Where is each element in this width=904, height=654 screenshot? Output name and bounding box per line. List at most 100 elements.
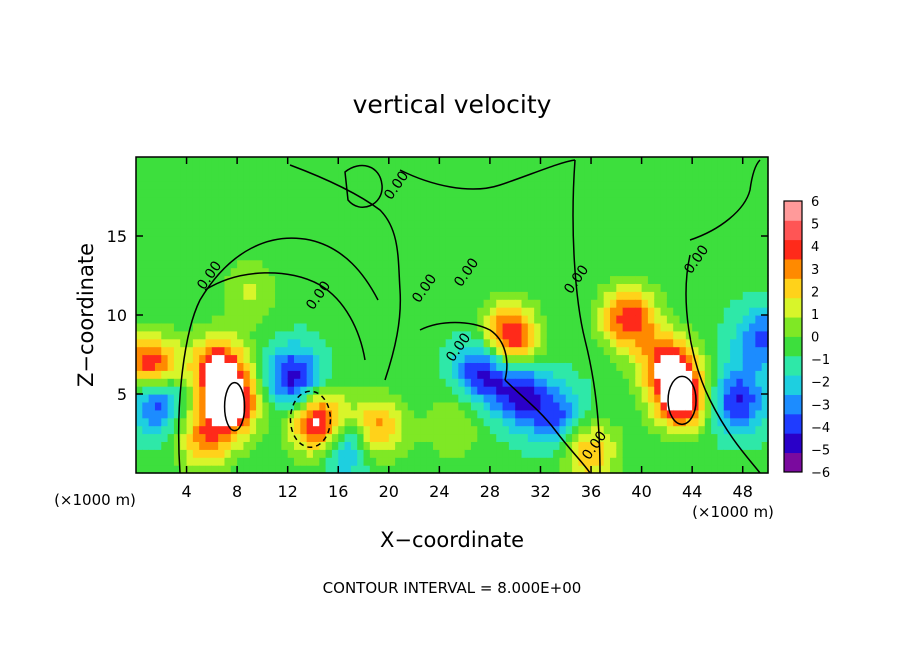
- heatmap-cell: [452, 441, 459, 450]
- heatmap-cell: [616, 220, 624, 229]
- heatmap-cell: [679, 338, 687, 348]
- heatmap-cell: [730, 322, 737, 332]
- heatmap-cell: [572, 433, 579, 442]
- heatmap-cell: [641, 188, 649, 198]
- heatmap-cell: [508, 307, 516, 316]
- heatmap-cell: [603, 315, 611, 324]
- heatmap-cell: [268, 196, 276, 205]
- heatmap-cell: [730, 457, 737, 466]
- heatmap-cell: [369, 196, 377, 205]
- heatmap-cell: [578, 283, 586, 292]
- heatmap-cell: [553, 378, 561, 387]
- heatmap-cell: [230, 204, 238, 213]
- heatmap-cell: [540, 465, 548, 474]
- heatmap-cell: [685, 283, 693, 292]
- heatmap-cell: [331, 275, 339, 284]
- heatmap-cell: [445, 291, 453, 300]
- heatmap-cell: [294, 417, 301, 427]
- heatmap-cell: [287, 362, 295, 371]
- heatmap-cell: [331, 212, 339, 221]
- heatmap-cell: [603, 196, 611, 205]
- heatmap-cell: [603, 299, 611, 308]
- heatmap-cell: [211, 354, 219, 363]
- heatmap-cell: [136, 283, 143, 292]
- heatmap-cell: [654, 386, 662, 395]
- heatmap-cell: [692, 164, 700, 174]
- heatmap-cell: [673, 315, 681, 324]
- heatmap-cell: [597, 172, 605, 182]
- heatmap-cell: [344, 220, 352, 229]
- heatmap-cell: [565, 417, 573, 427]
- heatmap-cell: [363, 283, 371, 292]
- heatmap-cell: [565, 425, 573, 435]
- heatmap-cell: [749, 299, 756, 308]
- heatmap-cell: [749, 204, 756, 213]
- heatmap-cell: [679, 409, 687, 419]
- heatmap-cell: [654, 307, 662, 316]
- heatmap-cell: [205, 425, 213, 435]
- heatmap-cell: [211, 338, 219, 348]
- heatmap-cell: [161, 243, 169, 253]
- heatmap-cell: [730, 465, 737, 474]
- heatmap-cell: [331, 220, 339, 229]
- heatmap-cell: [685, 315, 693, 324]
- heatmap-cell: [319, 315, 327, 324]
- heatmap-cell: [736, 457, 744, 466]
- heatmap-cell: [294, 433, 301, 442]
- heatmap-cell: [414, 164, 421, 174]
- heatmap-cell: [344, 346, 352, 356]
- heatmap-cell: [641, 362, 649, 371]
- heatmap-cell: [660, 259, 668, 269]
- heatmap-cell: [736, 283, 744, 292]
- heatmap-cell: [647, 180, 655, 190]
- heatmap-cell: [489, 259, 497, 269]
- heatmap-cell: [300, 370, 308, 379]
- heatmap-cell: [622, 243, 630, 253]
- heatmap-cell: [521, 283, 529, 292]
- heatmap-cell: [331, 267, 339, 277]
- heatmap-cell: [723, 386, 731, 395]
- heatmap-cell: [679, 283, 687, 292]
- heatmap-cell: [477, 417, 485, 427]
- heatmap-cell: [395, 338, 403, 348]
- heatmap-cell: [470, 362, 478, 371]
- heatmap-cell: [388, 228, 396, 237]
- heatmap-cell: [534, 220, 542, 229]
- heatmap-cell: [521, 330, 529, 340]
- heatmap-cell: [256, 338, 263, 348]
- heatmap-cell: [685, 291, 693, 300]
- heatmap-cell: [515, 291, 523, 300]
- heatmap-cell: [534, 394, 542, 403]
- heatmap-cell: [268, 401, 276, 411]
- heatmap-cell: [186, 243, 194, 253]
- heatmap-cell: [357, 267, 365, 277]
- heatmap-cell: [749, 315, 756, 324]
- heatmap-cell: [723, 449, 731, 458]
- heatmap-cell: [496, 441, 504, 450]
- heatmap-cell: [148, 449, 156, 458]
- heatmap-cell: [464, 204, 472, 213]
- colorbar-swatch: [784, 201, 802, 221]
- heatmap-cell: [205, 394, 213, 403]
- heatmap-cell: [357, 425, 365, 435]
- heatmap-cell: [692, 299, 700, 308]
- heatmap-cell: [376, 204, 384, 213]
- heatmap-cell: [275, 259, 282, 269]
- heatmap-cell: [654, 283, 662, 292]
- heatmap-cell: [136, 236, 143, 245]
- heatmap-cell: [698, 220, 706, 229]
- heatmap-cell: [679, 172, 687, 182]
- heatmap-cell: [647, 370, 655, 379]
- heatmap-cell: [711, 267, 719, 277]
- heatmap-cell: [395, 283, 403, 292]
- heatmap-cell: [350, 409, 358, 419]
- heatmap-cell: [553, 354, 561, 363]
- heatmap-cell: [363, 243, 371, 253]
- heatmap-cell: [414, 236, 421, 245]
- heatmap-cell: [635, 172, 643, 182]
- heatmap-cell: [742, 283, 750, 292]
- heatmap-cell: [603, 378, 611, 387]
- heatmap-cell: [736, 236, 744, 245]
- heatmap-cell: [477, 299, 485, 308]
- heatmap-cell: [287, 354, 295, 363]
